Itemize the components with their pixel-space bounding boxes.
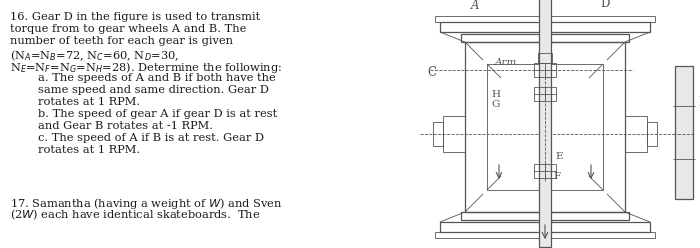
Bar: [435, 232, 655, 238]
Text: D: D: [600, 0, 610, 10]
Text: a. The speeds of A and B if both have the: a. The speeds of A and B if both have th…: [38, 73, 276, 83]
Bar: [487, 64, 603, 190]
Bar: [647, 122, 657, 146]
Bar: [461, 34, 629, 42]
Bar: [440, 222, 650, 232]
Bar: [440, 22, 650, 32]
Text: Arm: Arm: [495, 58, 517, 67]
Text: rotates at 1 RPM.: rotates at 1 RPM.: [38, 145, 140, 155]
Text: 16. Gear D in the figure is used to transmit: 16. Gear D in the figure is used to tran…: [10, 12, 260, 22]
Text: A: A: [471, 0, 480, 12]
Text: c. The speed of A if B is at rest. Gear D: c. The speed of A if B is at rest. Gear …: [38, 133, 264, 143]
Text: 17. Samantha (having a weight of $W$) and Sven: 17. Samantha (having a weight of $W$) an…: [10, 196, 283, 211]
Text: N$_E$=N$_F$=N$_G$=N$_H$=28). Determine the following:: N$_E$=N$_F$=N$_G$=N$_H$=28). Determine t…: [10, 60, 282, 75]
Text: number of teeth for each gear is given: number of teeth for each gear is given: [10, 36, 233, 46]
Text: G: G: [491, 100, 499, 109]
Bar: [534, 63, 556, 77]
Text: (N$_A$=N$_B$=72, N$_C$=60, N$_D$=30,: (N$_A$=N$_B$=72, N$_C$=60, N$_D$=30,: [10, 48, 179, 62]
Bar: [465, 42, 625, 212]
Text: rotates at 1 RPM.: rotates at 1 RPM.: [38, 97, 140, 107]
Bar: [534, 87, 556, 101]
Text: b. The speed of gear A if gear D is at rest: b. The speed of gear A if gear D is at r…: [38, 109, 277, 119]
Bar: [433, 122, 443, 146]
Text: C: C: [427, 65, 436, 79]
Text: E: E: [555, 152, 563, 161]
Bar: [625, 116, 647, 152]
Text: same speed and same direction. Gear D: same speed and same direction. Gear D: [38, 85, 269, 95]
Text: F: F: [553, 172, 560, 181]
Bar: [443, 116, 465, 152]
Bar: [461, 212, 629, 220]
Text: torque from to gear wheels A and B. The: torque from to gear wheels A and B. The: [10, 24, 246, 34]
Bar: [675, 66, 693, 199]
Bar: [435, 16, 655, 22]
Bar: [534, 164, 556, 178]
Text: (2$W$) each have identical skateboards.  The: (2$W$) each have identical skateboards. …: [10, 208, 260, 222]
Bar: [539, 0, 551, 247]
Text: and Gear B rotates at -1 RPM.: and Gear B rotates at -1 RPM.: [38, 121, 213, 131]
Text: B: B: [698, 95, 700, 109]
Text: H: H: [491, 90, 500, 99]
Bar: [538, 53, 552, 63]
